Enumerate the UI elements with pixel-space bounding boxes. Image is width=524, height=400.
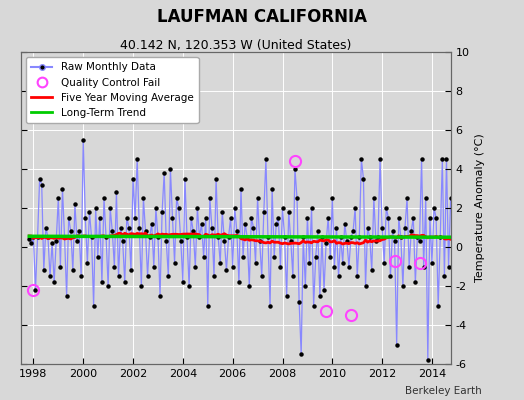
Text: LAUFMAN CALIFORNIA: LAUFMAN CALIFORNIA	[157, 8, 367, 26]
Title: 40.142 N, 120.353 W (United States): 40.142 N, 120.353 W (United States)	[120, 39, 352, 52]
Legend: Raw Monthly Data, Quality Control Fail, Five Year Moving Average, Long-Term Tren: Raw Monthly Data, Quality Control Fail, …	[26, 57, 199, 123]
Text: Berkeley Earth: Berkeley Earth	[406, 386, 482, 396]
Y-axis label: Temperature Anomaly (°C): Temperature Anomaly (°C)	[475, 134, 485, 282]
